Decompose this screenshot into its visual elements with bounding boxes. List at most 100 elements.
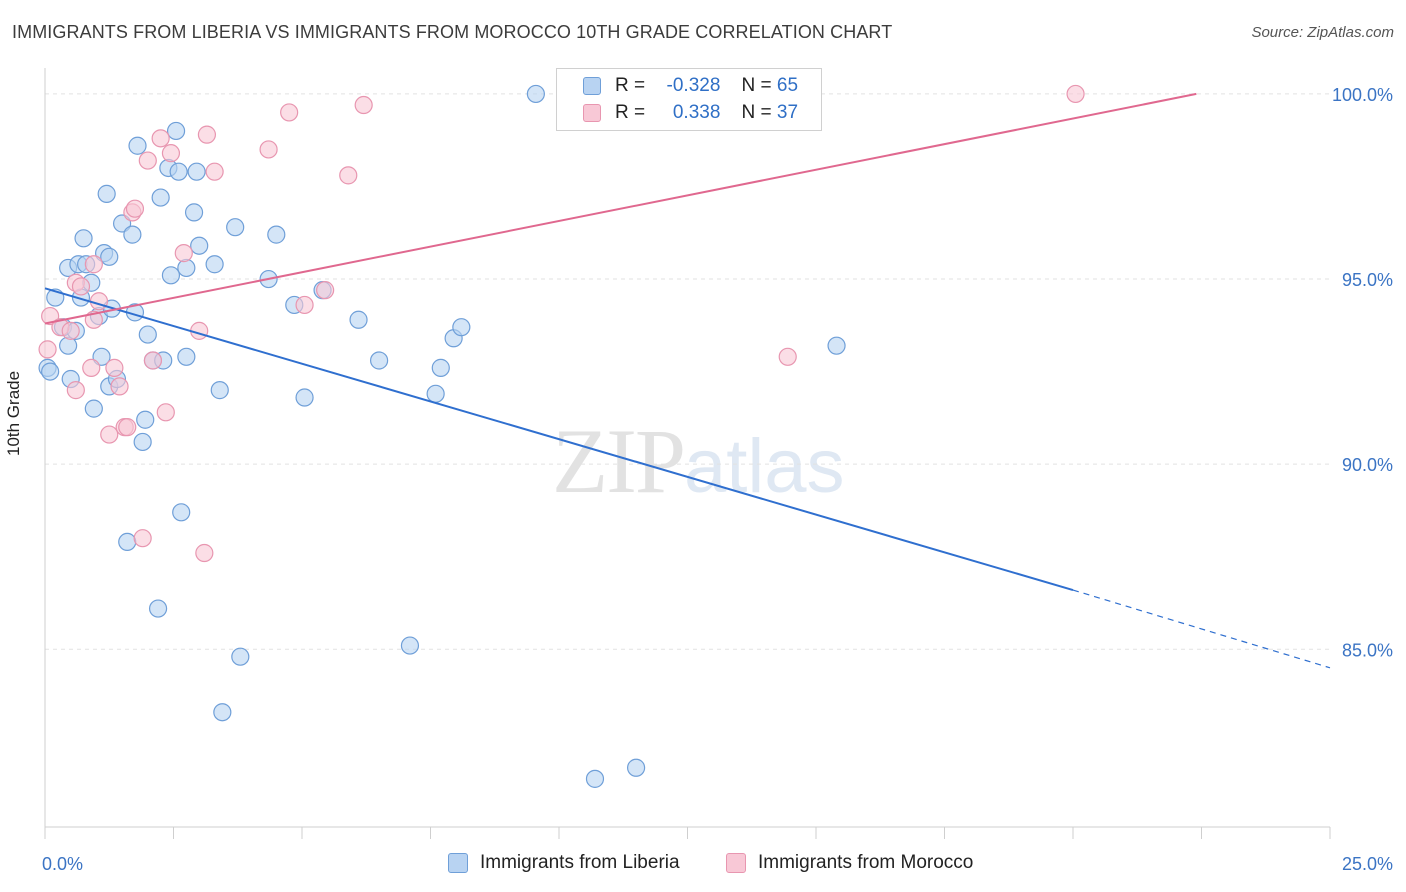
morocco-point bbox=[61, 321, 80, 340]
morocco-legend-swatch bbox=[726, 853, 746, 873]
liberia-point bbox=[84, 399, 103, 418]
y-tick-label: 95.0% bbox=[1342, 270, 1393, 290]
liberia-point bbox=[827, 336, 846, 355]
morocco-point bbox=[38, 340, 57, 359]
liberia-point bbox=[172, 503, 191, 522]
morocco-point bbox=[66, 381, 85, 400]
liberia-trend-line bbox=[44, 287, 1074, 592]
n-label: N = bbox=[741, 102, 772, 123]
liberia-point bbox=[187, 162, 206, 181]
n-value-morocco: 37 bbox=[776, 102, 799, 123]
liberia-point bbox=[426, 384, 445, 403]
liberia-point bbox=[123, 225, 142, 244]
morocco-point bbox=[143, 351, 163, 370]
morocco-point bbox=[339, 166, 358, 185]
y-tick-label: 90.0% bbox=[1342, 455, 1393, 475]
morocco-point bbox=[125, 199, 145, 218]
liberia-point bbox=[118, 532, 137, 552]
liberia-point bbox=[585, 769, 605, 788]
liberia-point bbox=[213, 703, 232, 722]
watermark: ZIPatlas bbox=[552, 408, 845, 514]
liberia-point bbox=[231, 647, 250, 666]
y-tick-label: 100.0% bbox=[1332, 85, 1393, 105]
morocco-point bbox=[1066, 84, 1085, 104]
morocco-point bbox=[89, 292, 109, 311]
morocco-point bbox=[156, 403, 175, 422]
n-value-liberia: 65 bbox=[776, 75, 799, 96]
liberia-point bbox=[370, 351, 389, 370]
liberia-point bbox=[205, 255, 224, 274]
stats-legend: R = -0.328 N = 65 R = 0.338 N = 37 bbox=[556, 68, 822, 131]
liberia-point bbox=[267, 225, 286, 244]
liberia-point bbox=[41, 362, 60, 381]
legend-label-liberia: Immigrants from Liberia bbox=[480, 852, 680, 873]
morocco-point bbox=[41, 306, 60, 326]
liberia-point bbox=[97, 184, 116, 203]
morocco-swatch bbox=[583, 104, 601, 122]
morocco-point bbox=[84, 255, 103, 274]
n-label: N = bbox=[741, 75, 772, 96]
chart-title: IMMIGRANTS FROM LIBERIA VS IMMIGRANTS FR… bbox=[12, 22, 893, 42]
liberia-point bbox=[184, 203, 204, 222]
morocco-point bbox=[197, 125, 217, 144]
legend-label-morocco: Immigrants from Morocco bbox=[758, 852, 974, 873]
liberia-point bbox=[148, 599, 168, 618]
r-label: R = bbox=[615, 102, 646, 123]
liberia-trend-extension bbox=[1072, 589, 1331, 669]
watermark-atlas: atlas bbox=[684, 424, 845, 509]
morocco-point bbox=[82, 358, 101, 377]
watermark-zip: ZIP bbox=[552, 410, 686, 512]
liberia-legend-swatch bbox=[448, 853, 468, 873]
liberia-point bbox=[452, 318, 471, 337]
x-tick-label-max: 25.0% bbox=[1342, 854, 1393, 874]
morocco-point bbox=[110, 377, 129, 396]
morocco-point bbox=[138, 151, 157, 170]
morocco-point bbox=[151, 129, 170, 148]
morocco-point bbox=[205, 162, 224, 181]
liberia-point bbox=[161, 266, 181, 285]
liberia-point bbox=[128, 136, 147, 155]
y-tick-label: 85.0% bbox=[1342, 640, 1393, 660]
chart-source: Source: ZipAtlas.com bbox=[1251, 24, 1394, 41]
r-label: R = bbox=[615, 75, 646, 96]
morocco-point bbox=[778, 347, 797, 366]
liberia-point bbox=[138, 325, 157, 344]
liberia-point bbox=[226, 218, 245, 237]
liberia-point bbox=[190, 236, 209, 255]
morocco-point bbox=[316, 281, 335, 300]
liberia-point bbox=[177, 347, 196, 366]
liberia-point bbox=[526, 84, 545, 104]
liberia-point bbox=[112, 214, 132, 233]
liberia-point bbox=[210, 381, 229, 400]
liberia-point bbox=[626, 758, 646, 777]
liberia-point bbox=[177, 258, 196, 278]
liberia-point bbox=[100, 247, 119, 266]
liberia-point bbox=[133, 432, 152, 452]
liberia-point bbox=[151, 188, 170, 207]
morocco-point bbox=[71, 277, 91, 296]
morocco-point bbox=[280, 103, 299, 122]
liberia-swatch bbox=[583, 77, 601, 95]
morocco-point bbox=[295, 295, 314, 315]
morocco-point bbox=[354, 95, 373, 115]
r-value-morocco: 0.338 bbox=[672, 102, 721, 123]
liberia-point bbox=[295, 388, 314, 407]
morocco-point bbox=[259, 140, 278, 159]
liberia-point bbox=[349, 310, 368, 329]
morocco-trend-line bbox=[44, 92, 1197, 325]
morocco-point bbox=[161, 144, 181, 163]
y-axis-label: 10th Grade bbox=[4, 370, 23, 456]
liberia-point bbox=[169, 162, 188, 181]
morocco-point bbox=[133, 529, 152, 548]
morocco-point bbox=[118, 418, 137, 437]
liberia-point bbox=[136, 410, 155, 429]
morocco-point bbox=[105, 358, 124, 377]
liberia-point bbox=[166, 121, 186, 141]
liberia-point bbox=[400, 636, 420, 655]
morocco-point bbox=[100, 425, 119, 444]
x-tick-label-min: 0.0% bbox=[42, 854, 83, 874]
liberia-point bbox=[74, 229, 93, 248]
liberia-point bbox=[431, 358, 450, 377]
liberia-point bbox=[92, 347, 111, 366]
